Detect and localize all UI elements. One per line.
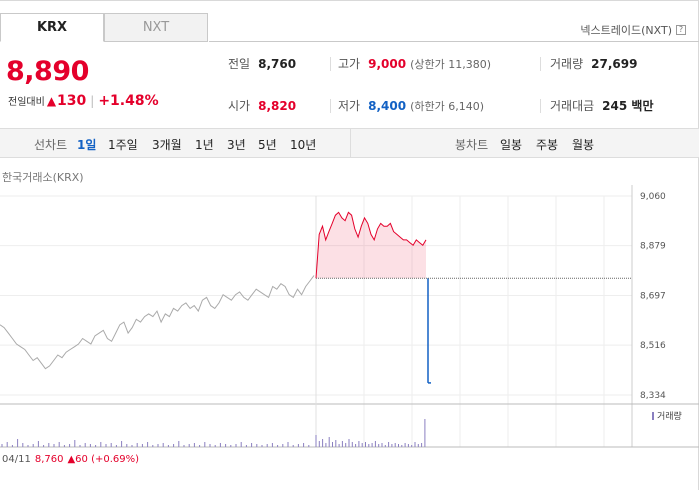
period-divider: [350, 129, 351, 157]
stat-low-limit: (하한가 6,140): [410, 100, 484, 113]
y-tick-label: 8,516: [640, 341, 666, 351]
period-bar: 선차트 1일 1주일 3개월 1년 3년 5년 10년 봉차트 일봉 주봉 월봉: [0, 128, 699, 158]
stat-low-value: 8,400: [368, 99, 407, 113]
stat-amount: 거래대금 245 백만: [550, 97, 653, 114]
y-tick-label: 9,060: [640, 192, 666, 202]
stat-volume-value: 27,699: [591, 57, 638, 71]
volume-bars: 거래량: [1, 410, 682, 447]
stat-low-label: 저가: [338, 99, 361, 113]
today-series: [315, 211, 632, 384]
prev-day-line: [0, 275, 315, 370]
divider: [330, 99, 331, 113]
price-change: 전일대비 ▲ 130 | +1.48%: [8, 93, 159, 109]
stat-prev-value: 8,760: [258, 57, 297, 71]
candle-weekly[interactable]: 주봉: [536, 138, 559, 152]
help-icon[interactable]: ?: [676, 25, 686, 35]
change-amount: 130: [57, 93, 87, 109]
stat-open-label: 시가: [228, 99, 251, 113]
market-tabs: KRX NXT: [0, 13, 208, 42]
stat-amount-label: 거래대금: [550, 99, 595, 113]
volume-legend-swatch: [652, 412, 654, 420]
stat-open-value: 8,820: [258, 99, 297, 113]
change-separator: |: [90, 94, 95, 108]
stat-high-value: 9,000: [368, 57, 407, 71]
divider: [540, 57, 541, 71]
period-3y[interactable]: 3년: [227, 138, 246, 152]
y-axis-labels: 9,060 8,879 8,697 8,516 8,334: [640, 192, 666, 401]
stat-prev: 전일 8,760: [228, 55, 296, 72]
prev-day-series: [0, 275, 315, 370]
current-price: 8,890: [6, 56, 89, 87]
stat-high-limit: (상한가 11,380): [410, 58, 491, 71]
stat-prev-label: 전일: [228, 57, 251, 71]
change-label: 전일대비: [8, 97, 45, 108]
y-tick-label: 8,334: [640, 391, 666, 401]
data-source: 한국거래소(KRX): [2, 171, 84, 184]
period-10y[interactable]: 10년: [290, 138, 317, 152]
stat-amount-value: 245 백만: [602, 99, 654, 113]
tab-krx[interactable]: KRX: [0, 13, 104, 42]
line-chart-title: 선차트: [34, 138, 68, 152]
candle-daily[interactable]: 일봉: [500, 138, 523, 152]
stat-low: 저가 8,400 (하한가 6,140): [338, 97, 484, 114]
y-tick-label: 8,697: [640, 292, 666, 302]
divider: [330, 57, 331, 71]
up-arrow-icon: ▲: [46, 94, 57, 108]
footer-date: 04/11: [2, 454, 31, 465]
today-area: [316, 212, 426, 279]
period-5y[interactable]: 5년: [258, 138, 277, 152]
period-1d[interactable]: 1일: [77, 138, 97, 152]
stat-high: 고가 9,000 (상한가 11,380): [338, 55, 491, 72]
y-tick-label: 8,879: [640, 242, 666, 252]
tab-nxt[interactable]: NXT: [104, 13, 208, 42]
change-percent: +1.48%: [98, 93, 159, 109]
nxt-link[interactable]: 넥스트레이드(NXT) ?: [580, 22, 686, 38]
prev-day-footer: 04/11 8,760 ▲60 (+0.69%): [2, 454, 139, 465]
footer-change: ▲60 (+0.69%): [67, 454, 140, 465]
chart-grid: [0, 185, 699, 448]
stat-volume: 거래량 27,699: [550, 55, 637, 72]
period-3m[interactable]: 3개월: [152, 138, 182, 152]
stat-high-label: 고가: [338, 57, 361, 71]
today-line: [315, 211, 427, 279]
volume-legend-label: 거래량: [657, 410, 682, 422]
candle-monthly[interactable]: 월봉: [572, 138, 595, 152]
tab-divider: [209, 41, 699, 42]
footer-price: 8,760: [34, 454, 64, 465]
candle-chart-title: 봉차트: [455, 138, 489, 152]
divider: [540, 99, 541, 113]
nxt-link-label[interactable]: 넥스트레이드(NXT): [580, 24, 672, 37]
period-1w[interactable]: 1주일: [108, 138, 138, 152]
period-1y[interactable]: 1년: [195, 138, 214, 152]
stat-open: 시가 8,820: [228, 97, 296, 114]
stat-volume-label: 거래량: [550, 57, 584, 71]
